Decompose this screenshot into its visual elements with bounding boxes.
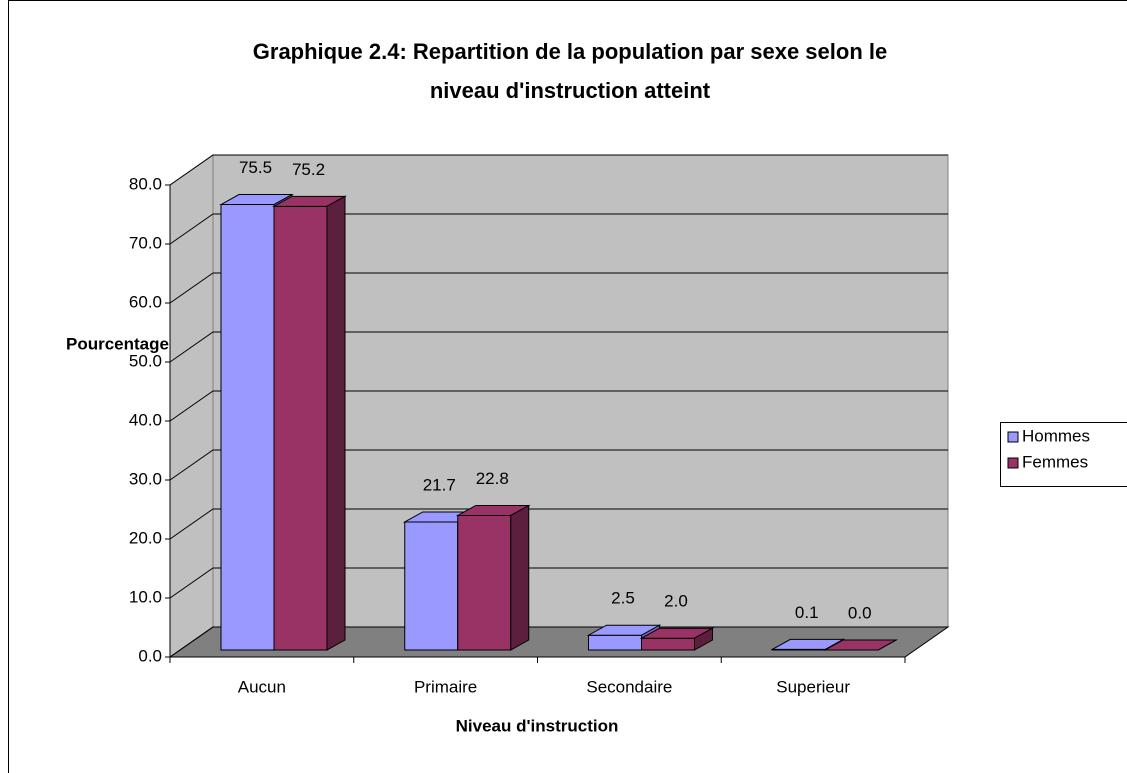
data-label: 0.1 bbox=[795, 603, 819, 622]
data-label: 2.0 bbox=[664, 592, 688, 611]
grid-line bbox=[169, 508, 948, 540]
bar-side bbox=[878, 639, 897, 651]
data-label: 0.0 bbox=[848, 603, 872, 622]
bar-front bbox=[641, 637, 695, 651]
y-tick-label: 50.0 bbox=[129, 351, 162, 370]
y-tick-label: 30.0 bbox=[129, 469, 162, 488]
bar bbox=[823, 639, 899, 651]
bar bbox=[272, 195, 347, 651]
bar bbox=[455, 504, 531, 651]
legend-box bbox=[1000, 422, 1127, 487]
data-label: 2.5 bbox=[611, 589, 635, 608]
x-tick-label: Secondaire bbox=[586, 677, 672, 696]
grid-line bbox=[169, 213, 948, 245]
x-tick-label: Primaire bbox=[414, 677, 477, 696]
grid-line bbox=[169, 331, 948, 363]
bar-front bbox=[273, 205, 328, 651]
data-label: 75.5 bbox=[239, 158, 272, 177]
bar bbox=[639, 627, 715, 651]
grid-line bbox=[169, 449, 948, 481]
bar-front bbox=[457, 514, 512, 651]
y-tick-label: 70.0 bbox=[129, 233, 162, 252]
chart-title: niveau d'instruction atteint bbox=[430, 78, 711, 103]
legend-swatch bbox=[1007, 457, 1019, 469]
bar-side bbox=[326, 195, 346, 651]
y-tick-label: 80.0 bbox=[129, 174, 162, 193]
grid-line bbox=[169, 626, 948, 658]
x-axis-label: Niveau d'instruction bbox=[456, 716, 619, 735]
y-tick-label: 0.0 bbox=[138, 646, 162, 665]
bar-side bbox=[510, 504, 530, 651]
grid-line bbox=[169, 567, 948, 599]
y-tick-label: 20.0 bbox=[129, 528, 162, 547]
data-label: 75.2 bbox=[292, 160, 325, 179]
y-tick-label: 40.0 bbox=[129, 410, 162, 429]
data-label: 22.8 bbox=[476, 469, 509, 488]
x-tick-label: Superieur bbox=[776, 677, 850, 696]
y-tick-label: 60.0 bbox=[129, 292, 162, 311]
bar-front bbox=[588, 634, 642, 651]
y-tick-label: 10.0 bbox=[129, 587, 162, 606]
bar-side bbox=[694, 627, 713, 651]
legend-label: Femmes bbox=[1022, 452, 1088, 471]
grid-line bbox=[169, 390, 948, 422]
bar-front bbox=[220, 204, 275, 651]
legend-label: Hommes bbox=[1022, 426, 1090, 445]
legend-swatch bbox=[1007, 431, 1019, 443]
data-label: 21.7 bbox=[423, 475, 456, 494]
chart-title: Graphique 2.4: Repartition de la populat… bbox=[253, 39, 887, 64]
bar-front bbox=[404, 521, 459, 651]
y-axis-label: Pourcentage bbox=[66, 334, 169, 353]
x-tick-label: Aucun bbox=[238, 677, 286, 696]
grid-line bbox=[169, 154, 948, 186]
grid-line bbox=[169, 272, 948, 304]
